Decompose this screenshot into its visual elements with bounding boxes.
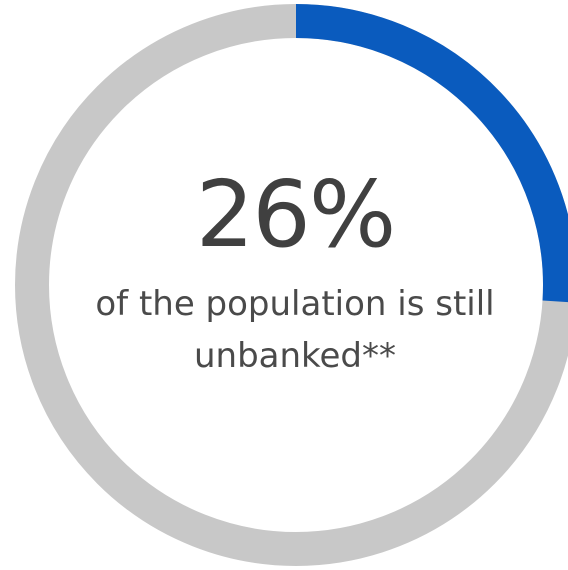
caption-line-2: unbanked** bbox=[193, 336, 397, 376]
percentage-value: 26% bbox=[195, 161, 396, 268]
caption: of the population is still unbanked** bbox=[0, 278, 568, 382]
caption-line-1: of the population is still bbox=[95, 284, 495, 324]
donut-value-arc bbox=[295, 4, 568, 303]
